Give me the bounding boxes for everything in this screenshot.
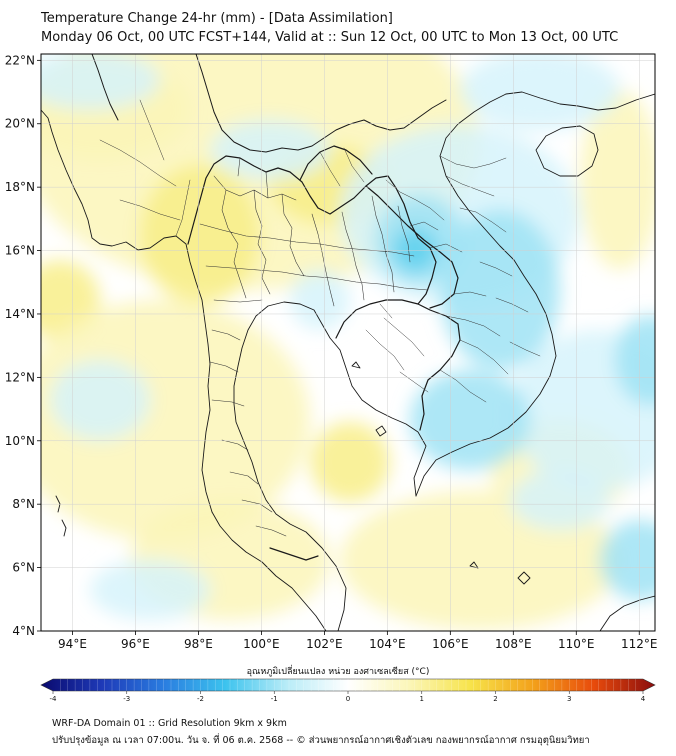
longitude-tick-label: 98°E bbox=[184, 637, 213, 651]
latitude-tick-label: 12°N bbox=[5, 370, 35, 384]
coastline-borneo bbox=[599, 595, 655, 631]
temperature-field bbox=[41, 54, 655, 630]
longitude-tick-label: 112°E bbox=[621, 637, 658, 651]
latitude-tick-label: 18°N bbox=[5, 180, 35, 194]
temperature-anomaly-patch bbox=[615, 315, 655, 405]
colorbar-tick-label: -3 bbox=[123, 695, 130, 703]
temperature-anomaly-patch bbox=[510, 470, 610, 530]
border-thai-malay bbox=[269, 547, 319, 561]
temperature-anomaly-patch bbox=[41, 300, 310, 540]
coastline-vietnam bbox=[415, 93, 557, 497]
longitude-tick-label: 106°E bbox=[432, 637, 469, 651]
island-hainan bbox=[535, 125, 599, 177]
coastline-gulf-west bbox=[233, 301, 347, 631]
colorbar-tick-label: 2 bbox=[493, 695, 497, 703]
temperature-anomaly-patch bbox=[440, 210, 560, 370]
colorbar-ticks: -4 -3 -2 -1 0 1 2 3 4 bbox=[50, 691, 646, 703]
temperature-anomaly-patch bbox=[393, 228, 437, 272]
temperature-anomaly-patch bbox=[460, 54, 620, 130]
colorbar-tick-label: 4 bbox=[641, 695, 646, 703]
colorbar-tick-label: 3 bbox=[567, 695, 571, 703]
latitude-tick-label: 22°N bbox=[5, 53, 35, 67]
temperature-anomaly-patch bbox=[410, 370, 530, 470]
longitude-tick-label: 94°E bbox=[58, 637, 87, 651]
coastline-gulf-east bbox=[299, 303, 427, 497]
temperature-anomaly-patch bbox=[210, 120, 330, 180]
map-title: Temperature Change 24-hr (mm) - [Data As… bbox=[41, 11, 393, 26]
longitude-tick-label: 110°E bbox=[558, 637, 595, 651]
footer-model-info: WRF-DA Domain 01 :: Grid Resolution 9km … bbox=[52, 718, 287, 729]
temperature-anomaly-patch bbox=[600, 520, 655, 600]
coastline-malay-west bbox=[211, 511, 327, 631]
map-frame bbox=[40, 53, 656, 632]
latitude-axis: 22°N 20°N 18°N 16°N 14°N 12°N 10°N 8°N 6°N 4°N bbox=[5, 53, 41, 638]
coastlines-and-borders bbox=[41, 54, 655, 631]
border-myanmar-india bbox=[91, 54, 119, 121]
footer-update-info: ปรับปรุงข้อมูล ณ เวลา 07:00น. วัน จ. ที่… bbox=[52, 735, 590, 746]
latitude-tick-label: 14°N bbox=[5, 307, 35, 321]
temperature-anomaly-patch bbox=[90, 560, 210, 620]
longitude-tick-label: 100°E bbox=[243, 637, 280, 651]
colorbar-tick-label: -1 bbox=[271, 695, 278, 703]
colorbar-dividers bbox=[60, 679, 636, 691]
temperature-anomaly-patch bbox=[310, 422, 390, 502]
temperature-anomaly-patch bbox=[290, 270, 350, 330]
latitude-tick-label: 6°N bbox=[12, 561, 35, 575]
longitude-tick-label: 108°E bbox=[495, 637, 532, 651]
provincial-boundaries bbox=[199, 157, 429, 537]
island-gulf bbox=[351, 361, 387, 437]
temperature-change-map: 22°N 20°N 18°N 16°N 14°N 12°N 10°N 8°N 6°N 4°N 94… bbox=[5, 53, 658, 703]
colorbar-tick-label: 0 bbox=[346, 695, 350, 703]
colorbar-tick-label: -2 bbox=[197, 695, 204, 703]
coastline-china-south bbox=[505, 91, 655, 111]
colorbar-title: อุณหภูมิเปลี่ยนแปลง หน่วย องศาเซลเซียส (… bbox=[246, 667, 430, 677]
longitude-tick-label: 104°E bbox=[369, 637, 406, 651]
temperature-anomaly-patch bbox=[50, 360, 150, 440]
latitude-tick-label: 4°N bbox=[12, 624, 35, 638]
border-north bbox=[195, 54, 447, 153]
colorbar-tick-label: 1 bbox=[420, 695, 424, 703]
temperature-anomaly-patch bbox=[41, 54, 160, 110]
map-plot-area: 22°N 20°N 18°N 16°N 14°N 12°N 10°N 8°N 6°N 4°N 94… bbox=[5, 53, 658, 651]
latitude-tick-label: 10°N bbox=[5, 434, 35, 448]
map-subtitle: Monday 06 Oct, 00 UTC FCST+144, Valid at… bbox=[41, 30, 619, 45]
latitude-tick-label: 20°N bbox=[5, 117, 35, 131]
longitude-tick-label: 102°E bbox=[306, 637, 343, 651]
island-natuna bbox=[469, 561, 531, 585]
longitude-axis: 94°E 96°E 98°E 100°E 102°E 104°E 106°E 108°E 110… bbox=[58, 631, 658, 651]
longitude-tick-label: 96°E bbox=[121, 637, 150, 651]
provincial-boundaries-myanmar bbox=[99, 99, 191, 237]
temperature-anomaly-patch bbox=[580, 90, 655, 270]
latitude-tick-label: 8°N bbox=[12, 497, 35, 511]
temperature-anomaly-patch bbox=[140, 165, 260, 305]
colorbar: -4 -3 -2 -1 0 1 2 3 4 bbox=[40, 678, 656, 703]
latitude-tick-label: 16°N bbox=[5, 244, 35, 258]
colorbar-tick-label: -4 bbox=[50, 695, 58, 703]
